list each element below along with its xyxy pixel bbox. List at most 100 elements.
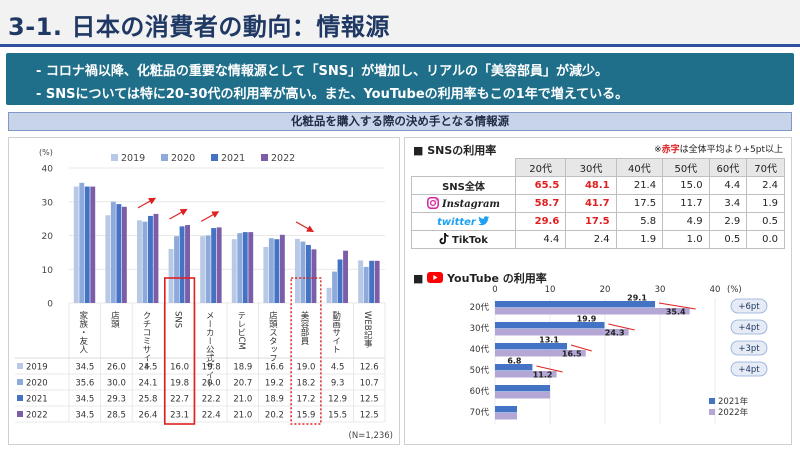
bar-2021年-5 bbox=[495, 406, 517, 413]
table-cell: 30.0 bbox=[107, 379, 126, 389]
sns-table-title-text: SNSの利用率 bbox=[427, 144, 497, 157]
bar-2020-8 bbox=[332, 271, 337, 303]
table-cell: 19.0 bbox=[297, 363, 316, 373]
sns-value-cell: 4.4 bbox=[708, 176, 748, 195]
bar-2022年-2 bbox=[495, 350, 586, 357]
sns-value-cell: 11.7 bbox=[662, 194, 710, 213]
bar-2021年-3 bbox=[495, 364, 533, 371]
y-tick-label: 40 bbox=[42, 165, 54, 175]
legend-swatch-2020 bbox=[161, 154, 168, 161]
sns-row-label: Instagram bbox=[411, 194, 516, 213]
legend-label-2021: 2021 bbox=[221, 153, 245, 164]
bar-2021年-2 bbox=[495, 343, 568, 350]
table-cell: 24.5 bbox=[139, 363, 158, 373]
bar-2022年-3 bbox=[495, 371, 557, 378]
table-row: SNS全体 65.5 48.1 21.4 15.0 4.4 2.4 bbox=[411, 176, 785, 195]
sns-column-header: 70代 bbox=[746, 158, 785, 177]
bar-2019-3 bbox=[168, 249, 174, 303]
bar-2021-4 bbox=[211, 228, 217, 303]
table-cell: 22.4 bbox=[202, 411, 221, 421]
table-cell: 15.5 bbox=[328, 411, 347, 421]
bar-2022-7 bbox=[311, 249, 317, 303]
bar-2022-6 bbox=[279, 234, 285, 303]
youtube-icon bbox=[427, 272, 444, 283]
bar-2020-3 bbox=[174, 236, 179, 303]
x-tick-label: 20 bbox=[600, 285, 611, 295]
bar-2020-9 bbox=[363, 266, 369, 303]
note-red-text: 赤字 bbox=[661, 145, 680, 155]
bar-2019-9 bbox=[358, 260, 364, 303]
delta-pill-text: +3pt bbox=[738, 344, 760, 354]
category-label: 美容部員 bbox=[299, 310, 309, 346]
legend-label-2022年: 2022年 bbox=[718, 407, 749, 418]
table-swatch-2019 bbox=[17, 363, 23, 369]
y-tick-label: 20 bbox=[42, 232, 54, 242]
sns-row-label: twitter bbox=[411, 212, 516, 231]
sns-name-text: TikTok bbox=[452, 235, 488, 246]
y-category-label: 40代 bbox=[470, 344, 490, 355]
sns-value-cell: 1.9 bbox=[615, 230, 664, 249]
category-label: メーカー公式サイト bbox=[204, 311, 214, 388]
trend-arrow-up-icon bbox=[137, 197, 157, 209]
legend-label-2020: 2020 bbox=[171, 153, 195, 164]
table-swatch-2021 bbox=[17, 395, 23, 401]
bar-2019-8 bbox=[326, 287, 332, 303]
sns-name-text: Instagram bbox=[442, 199, 500, 210]
table-cell: 12.5 bbox=[360, 395, 379, 405]
y-axis-unit: (%) bbox=[39, 148, 53, 157]
x-tick-label: 0 bbox=[492, 285, 497, 295]
bar-2022年-0 bbox=[495, 308, 690, 315]
summary-line-1: - コロナ禍以降、化粧品の重要な情報源として「SNS」が増加し、リアルの「美容部… bbox=[36, 64, 609, 79]
data-label-2022: 24.3 bbox=[605, 329, 625, 338]
table-cell: 12.9 bbox=[328, 395, 347, 405]
table-cell: 19.8 bbox=[170, 379, 189, 389]
table-year-label: 2020 bbox=[26, 379, 48, 389]
bar-2021-1 bbox=[116, 204, 122, 303]
table-cell: 22.2 bbox=[202, 395, 221, 405]
legend-swatch-2021年 bbox=[709, 398, 715, 404]
trend-arrow-down-icon bbox=[295, 221, 315, 233]
category-label: テレビCM bbox=[236, 311, 246, 350]
delta-arrow-icon bbox=[570, 344, 592, 352]
table-cell: 26.4 bbox=[139, 411, 158, 421]
sample-size-note: (N=1,236) bbox=[349, 431, 393, 441]
sns-value-cell: 58.7 bbox=[514, 194, 567, 213]
x-tick-label: 40 bbox=[710, 285, 721, 295]
instagram-icon bbox=[427, 197, 439, 209]
bar-2021-7 bbox=[306, 244, 311, 303]
sns-value-cell: 0.5 bbox=[746, 212, 785, 231]
table-row: Instagram 58.7 41.7 17.5 11.7 3.4 1.9 bbox=[411, 194, 785, 213]
sns-name-text: twitter bbox=[437, 216, 476, 228]
page-title: 3-1. 日本の消費者の動向：情報源 bbox=[8, 13, 390, 41]
bar-2022年-1 bbox=[495, 329, 629, 336]
info-source-bar-chart: (%) 2019 2020 2021 2022 0 10 20 30 40 家族・友人 店頭 クチコミサ… bbox=[15, 148, 393, 441]
table-cell: 18.9 bbox=[265, 395, 284, 405]
legend-label-2022: 2022 bbox=[271, 153, 295, 164]
left-chart-panel: (%) 2019 2020 2021 2022 0 10 20 30 40 家族・友人 店頭 クチコミサ… bbox=[8, 137, 400, 445]
bar-2022-9 bbox=[374, 260, 380, 303]
legend-swatch-2022 bbox=[261, 154, 268, 161]
table-cell: 34.5 bbox=[75, 395, 94, 405]
bar-2022-5 bbox=[248, 232, 254, 303]
sns-value-cell: 2.4 bbox=[746, 176, 785, 195]
sns-row-label: SNS全体 bbox=[411, 176, 516, 195]
youtube-chart-title: ■ YouTube の利用率 bbox=[413, 270, 547, 286]
delta-pill-text: +4pt bbox=[738, 365, 760, 375]
table-cell: 19.2 bbox=[265, 379, 284, 389]
table-cell: 10.7 bbox=[360, 379, 379, 389]
title-divider bbox=[0, 44, 800, 47]
youtube-title-suffix: の利用率 bbox=[502, 272, 547, 285]
twitter-bird-icon bbox=[477, 215, 490, 225]
sns-column-header: 30代 bbox=[565, 158, 617, 177]
summary-box: - コロナ禍以降、化粧品の重要な情報源として「SNS」が増加し、リアルの「美容部… bbox=[6, 53, 794, 105]
data-label-2021: 13.1 bbox=[539, 336, 559, 345]
table-cell: 20.2 bbox=[265, 411, 284, 421]
table-row: TikTok 4.4 2.4 1.9 1.0 0.5 0.0 bbox=[411, 230, 785, 249]
data-label-2022: 35.4 bbox=[666, 308, 686, 317]
legend-swatch-2022年 bbox=[709, 409, 715, 415]
sns-value-cell: 17.5 bbox=[565, 212, 617, 231]
data-label-2021: 29.1 bbox=[627, 294, 647, 303]
bar-2022-2 bbox=[153, 213, 159, 303]
table-cell: 9.3 bbox=[331, 379, 345, 389]
y-category-label: 30代 bbox=[470, 323, 490, 334]
